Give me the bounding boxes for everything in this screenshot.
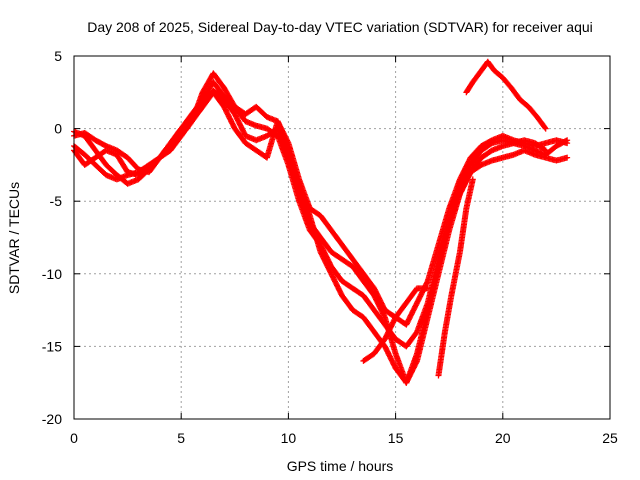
x-tick-label: 0 — [70, 430, 78, 446]
data-point — [542, 147, 549, 154]
x-tick-label: 10 — [281, 430, 297, 446]
data-point — [424, 285, 431, 292]
y-tick-label: 5 — [54, 48, 62, 64]
series-track-4 — [71, 79, 549, 386]
x-tick-label: 5 — [177, 430, 185, 446]
series-track-6 — [435, 176, 476, 379]
data-points — [71, 58, 571, 386]
y-tick-label: 0 — [54, 121, 62, 137]
grid-lines — [74, 56, 610, 419]
data-point — [564, 154, 571, 161]
x-tick-label: 15 — [388, 430, 404, 446]
data-point — [564, 140, 571, 147]
x-tick-label: 20 — [495, 430, 511, 446]
data-point — [541, 124, 548, 131]
data-point — [469, 176, 476, 183]
series-track-7 — [463, 58, 549, 132]
y-axis-label: SDTVAR / TECUs — [6, 182, 22, 294]
y-tick-label: -5 — [50, 193, 63, 209]
x-axis-label: GPS time / hours — [287, 458, 394, 474]
y-tick-label: -10 — [42, 266, 62, 282]
data-point — [542, 125, 549, 132]
y-tick-label: -20 — [42, 411, 62, 427]
series-track-5 — [360, 285, 431, 364]
data-point — [541, 146, 548, 153]
y-tick-label: -15 — [42, 338, 62, 354]
chart-title: Day 208 of 2025, Sidereal Day-to-day VTE… — [87, 19, 593, 35]
x-tick-label: 25 — [602, 430, 618, 446]
plot-frame — [73, 55, 611, 420]
